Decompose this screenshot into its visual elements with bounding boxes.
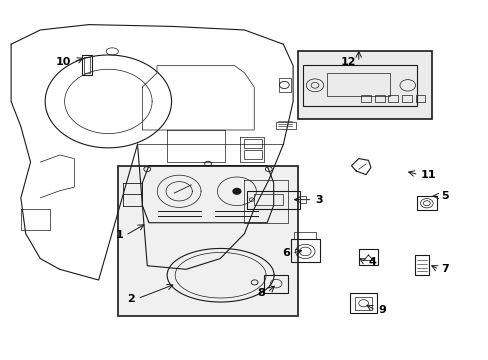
Bar	[302, 65, 416, 106]
Text: 10: 10	[56, 57, 71, 67]
Bar	[349, 293, 376, 313]
Text: 12: 12	[340, 57, 356, 67]
Bar	[326, 73, 389, 95]
Bar	[254, 194, 283, 205]
Bar	[293, 232, 315, 239]
Text: 7: 7	[441, 264, 448, 274]
Bar	[300, 196, 305, 203]
Bar	[81, 55, 92, 75]
Text: 3: 3	[314, 195, 322, 204]
Bar	[276, 122, 295, 129]
Bar	[118, 166, 297, 316]
Text: 9: 9	[377, 305, 386, 315]
Bar	[414, 255, 428, 275]
Bar	[244, 150, 261, 158]
Bar	[297, 51, 431, 119]
Bar	[264, 275, 287, 293]
Bar	[416, 196, 436, 210]
Text: 2: 2	[127, 294, 135, 303]
Text: 5: 5	[441, 191, 448, 201]
Bar	[374, 95, 384, 102]
Text: 8: 8	[257, 288, 264, 297]
Bar	[387, 95, 397, 102]
Text: 6: 6	[281, 248, 289, 258]
Bar	[358, 249, 377, 265]
Bar	[244, 139, 261, 148]
Circle shape	[233, 188, 240, 194]
Text: 4: 4	[368, 257, 376, 267]
Bar	[354, 297, 372, 310]
Text: 1: 1	[115, 230, 122, 240]
Bar	[84, 57, 90, 73]
Text: 11: 11	[420, 170, 436, 180]
Bar	[415, 95, 425, 102]
Bar	[401, 95, 411, 102]
Bar	[290, 239, 319, 262]
Bar	[278, 78, 290, 92]
Bar	[361, 95, 370, 102]
Bar	[246, 191, 300, 208]
